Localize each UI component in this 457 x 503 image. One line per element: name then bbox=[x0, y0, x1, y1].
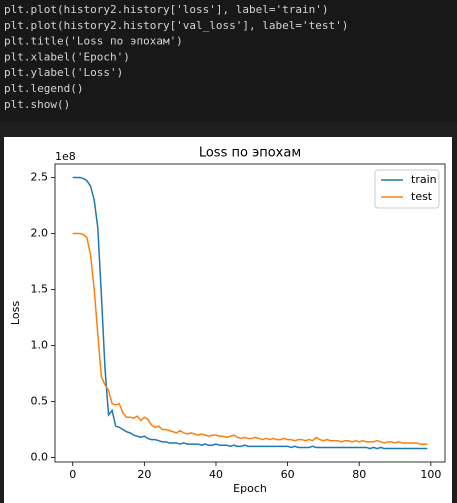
y-tick-label: 1.5 bbox=[31, 282, 49, 295]
code-line: plt.show() bbox=[4, 98, 70, 111]
y-tick-label: 1.0 bbox=[31, 338, 49, 351]
offset-text: 1e8 bbox=[55, 150, 76, 163]
axes-frame bbox=[54, 163, 446, 463]
series-line bbox=[72, 232, 428, 445]
x-tick-label: 100 bbox=[420, 468, 441, 481]
code-line: plt.plot(history2.history['val_loss'], l… bbox=[4, 19, 348, 32]
y-tick-label: 0.5 bbox=[31, 395, 49, 408]
x-tick-label: 0 bbox=[69, 468, 76, 481]
series-line bbox=[72, 176, 428, 450]
code-line: plt.plot(history2.history['loss'], label… bbox=[4, 3, 329, 16]
x-axis-label: Epoch bbox=[233, 482, 267, 495]
legend-label: test bbox=[411, 190, 433, 203]
y-tick-label: 2.5 bbox=[31, 170, 49, 183]
x-tick-label: 20 bbox=[137, 468, 151, 481]
x-tick-label: 80 bbox=[352, 468, 366, 481]
y-tick-label: 2.0 bbox=[31, 226, 49, 239]
code-line: plt.legend() bbox=[4, 82, 83, 95]
code-line: plt.title('Loss по эпохам') bbox=[4, 35, 183, 48]
y-tick-label: 0.0 bbox=[31, 451, 49, 464]
chart-title: Loss по эпохам bbox=[199, 146, 301, 161]
y-axis-label: Loss bbox=[9, 301, 22, 325]
x-tick-label: 60 bbox=[281, 468, 295, 481]
code-line: plt.ylabel('Loss') bbox=[4, 66, 123, 79]
code-line: plt.xlabel('Epoch') bbox=[4, 50, 130, 63]
legend-label: train bbox=[411, 173, 437, 186]
code-cell bbox=[0, 0, 457, 122]
x-tick-label: 40 bbox=[209, 468, 223, 481]
